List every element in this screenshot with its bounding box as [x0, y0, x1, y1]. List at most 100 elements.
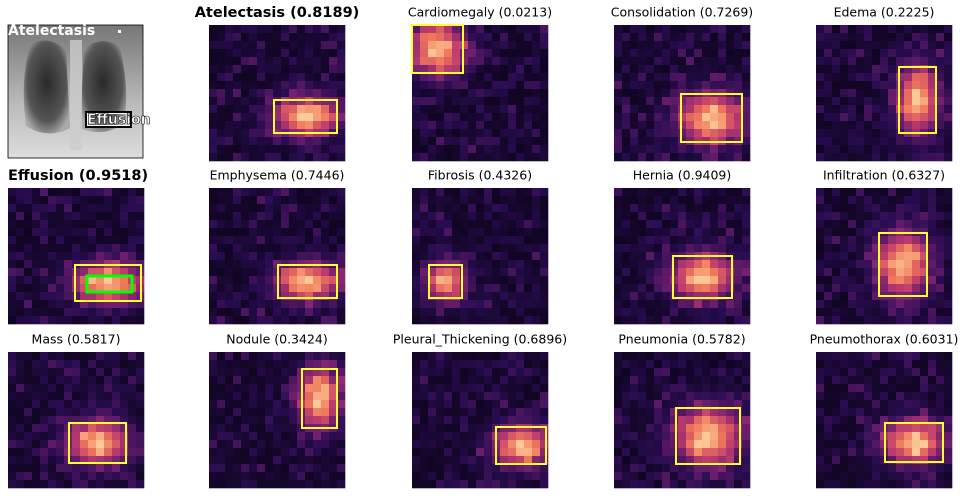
heatmap-cell	[686, 121, 695, 130]
heatmap-cell	[516, 456, 525, 465]
heatmap-cell	[816, 41, 825, 50]
heatmap-cell	[40, 300, 49, 309]
heatmap-cell	[249, 376, 258, 385]
heatmap-cell	[484, 33, 493, 42]
heatmap-cell	[694, 392, 703, 401]
heatmap-cell	[888, 57, 897, 66]
heatmap-cell	[912, 81, 921, 90]
heatmap-cell	[265, 268, 274, 277]
heatmap-cell	[56, 456, 65, 465]
heatmap-cell	[856, 220, 865, 229]
heatmap-cell	[718, 368, 727, 377]
heatmap-cell	[524, 81, 533, 90]
heatmap-cell	[257, 448, 266, 457]
heatmap-cell	[710, 480, 719, 489]
heatmap-cell	[726, 276, 735, 285]
heatmap-cell	[436, 121, 445, 130]
heatmap-cell	[72, 268, 81, 277]
heatmap-cell	[321, 220, 330, 229]
heatmap-cell	[128, 236, 137, 245]
heatmap-cell	[96, 212, 105, 221]
heatmap-cell	[209, 316, 218, 325]
heatmap-cell	[646, 456, 655, 465]
heatmap-cell	[630, 368, 639, 377]
heatmap-cell	[678, 25, 687, 34]
heatmap-cell	[936, 408, 945, 417]
heatmap-cell	[686, 204, 695, 213]
heatmap-cell	[718, 268, 727, 277]
heatmap-cell	[524, 408, 533, 417]
heatmap-cell	[880, 252, 889, 261]
heatmap-cell	[241, 360, 250, 369]
heatmap-cell	[742, 416, 751, 425]
heatmap-cell	[856, 480, 865, 489]
heatmap-cell	[816, 33, 825, 42]
heatmap-cell	[896, 440, 905, 449]
heatmap-cell	[944, 153, 953, 162]
heatmap-cell	[241, 392, 250, 401]
heatmap-cell	[710, 41, 719, 50]
heatmap-cell	[484, 400, 493, 409]
heatmap-cell	[718, 113, 727, 122]
heatmap-cell	[622, 129, 631, 138]
heatmap-cell	[710, 113, 719, 122]
heatmap-cell	[944, 65, 953, 74]
heatmap-cell	[281, 49, 290, 58]
heatmap-cell	[912, 352, 921, 361]
heatmap-cell	[104, 440, 113, 449]
heatmap-cell	[412, 408, 421, 417]
heatmap-cell	[273, 25, 282, 34]
heatmap-cell	[718, 196, 727, 205]
heatmap-cell	[678, 376, 687, 385]
heatmap-cell	[880, 49, 889, 58]
heatmap-cell	[24, 204, 33, 213]
heatmap-cell	[420, 228, 429, 237]
heatmap-cell	[500, 368, 509, 377]
heatmap-cell	[832, 244, 841, 253]
heatmap-cell	[500, 268, 509, 277]
heatmap-cell	[912, 408, 921, 417]
heatmap-cell	[420, 456, 429, 465]
heatmap-cell	[64, 392, 73, 401]
heatmap-cell	[654, 121, 663, 130]
heatmap-cell	[225, 440, 234, 449]
heatmap-cell	[508, 57, 517, 66]
heatmap-cell	[742, 41, 751, 50]
heatmap-cell	[928, 440, 937, 449]
heatmap-cell	[912, 456, 921, 465]
heatmap-cell	[904, 440, 913, 449]
heatmap-cell	[904, 480, 913, 489]
heatmap-cell	[904, 57, 913, 66]
heatmap-cell	[281, 472, 290, 481]
heatmap-cell	[233, 113, 242, 122]
heatmap-cell	[646, 113, 655, 122]
heatmap-cell	[742, 105, 751, 114]
heatmap-cell	[508, 153, 517, 162]
heatmap-cell	[484, 204, 493, 213]
heatmap-cell	[646, 97, 655, 106]
heatmap-cell	[670, 424, 679, 433]
heatmap-cell	[305, 352, 314, 361]
heatmap-cell	[468, 440, 477, 449]
heatmap-cell	[622, 73, 631, 82]
heatmap-cell	[225, 360, 234, 369]
heatmap-cell	[476, 300, 485, 309]
heatmap-cell	[718, 276, 727, 285]
heatmap-cell	[289, 284, 298, 293]
heatmap-cell	[444, 384, 453, 393]
heatmap-cell	[492, 368, 501, 377]
heatmap-cell	[233, 352, 242, 361]
heatmap-cell	[476, 268, 485, 277]
heatmap-cell	[112, 448, 121, 457]
heatmap-cell	[614, 49, 623, 58]
heatmap-cell	[313, 105, 322, 114]
heatmap-cell	[136, 300, 145, 309]
heatmap-cell	[508, 292, 517, 301]
heatmap-cell	[630, 308, 639, 317]
heatmap-cell	[241, 49, 250, 58]
heatmap-cell	[128, 368, 137, 377]
heatmap-cell	[864, 360, 873, 369]
heatmap-cell	[614, 448, 623, 457]
heatmap-cell	[702, 105, 711, 114]
heatmap-cell	[936, 57, 945, 66]
